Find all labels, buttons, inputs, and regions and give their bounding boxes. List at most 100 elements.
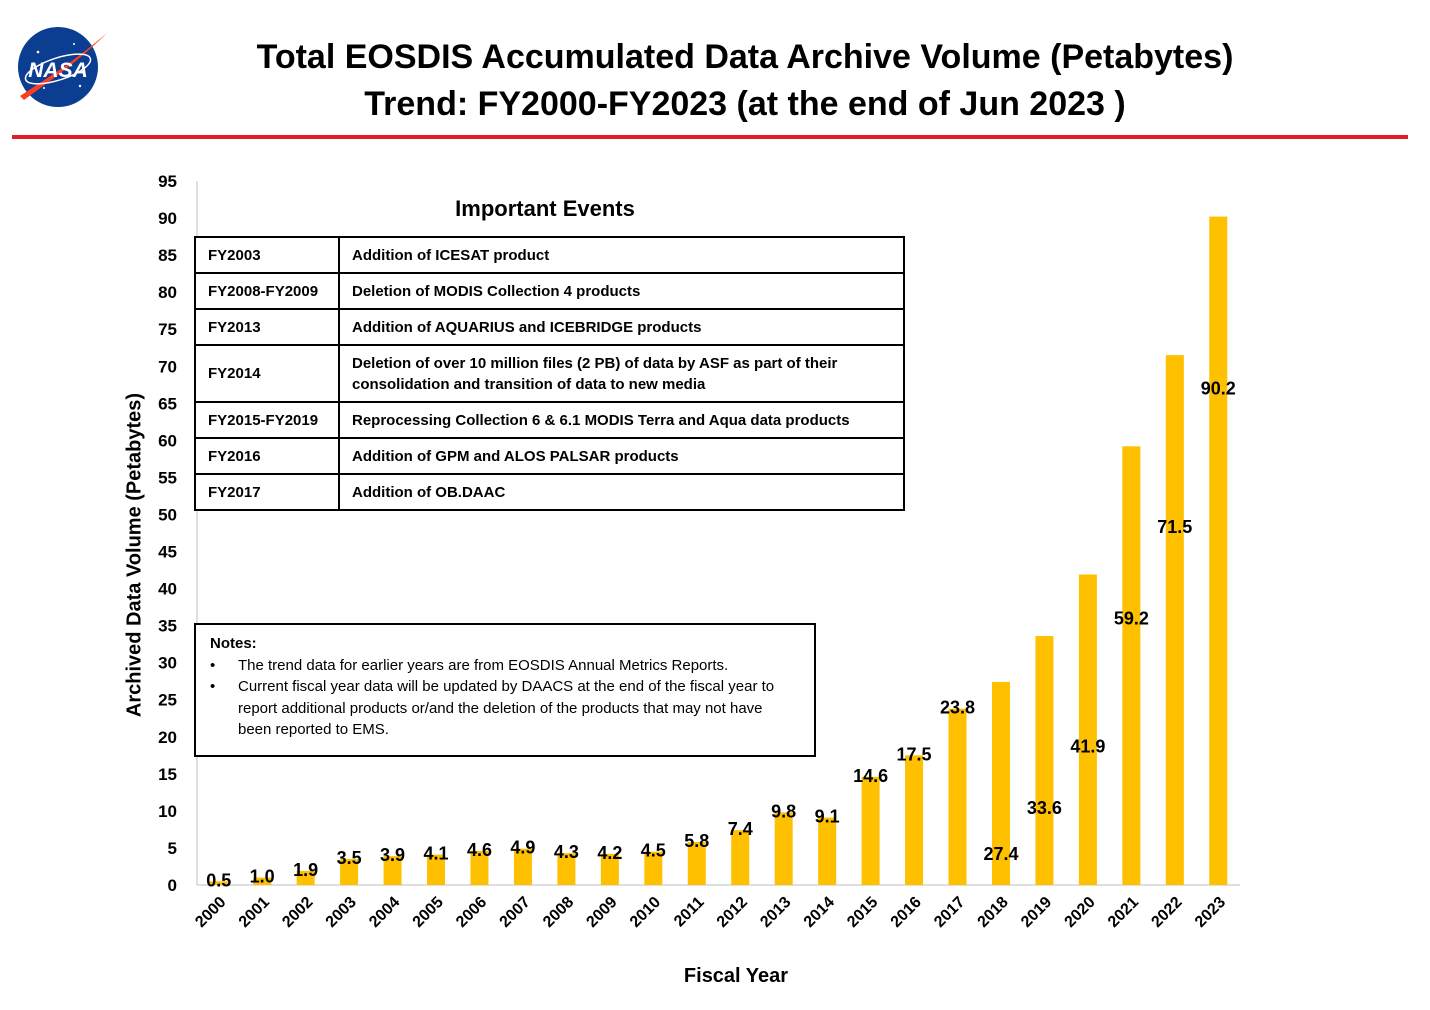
event-year: FY2014 [194,344,340,403]
data-label: 3.5 [337,848,362,868]
title-line-2: Trend: FY2000-FY2023 (at the end of Jun … [364,85,1126,123]
table-row: FY2016 Addition of GPM and ALOS PALSAR p… [194,437,905,475]
y-tick-label: 65 [158,394,177,413]
y-tick-label: 50 [158,505,177,524]
x-tick-label: 2019 [1018,894,1055,931]
data-label: 59.2 [1114,608,1149,628]
data-label: 33.6 [1027,798,1062,818]
bar [600,853,619,885]
event-year: FY2016 [194,437,340,475]
x-tick-label: 2000 [192,894,229,931]
data-label: 5.8 [684,831,709,851]
data-label: 0.5 [206,870,231,890]
notes-box: Notes: The trend data for earlier years … [194,623,816,757]
y-tick-label: 95 [158,172,177,191]
data-label: 3.9 [380,845,405,865]
y-tick-label: 90 [158,209,177,228]
notes-title: Notes: [210,635,257,652]
x-tick-label: 2005 [410,894,447,931]
data-label: 1.0 [250,867,275,887]
x-tick-label: 2013 [757,894,794,931]
events-table: FY2003 Addition of ICESAT product FY2008… [194,236,905,511]
y-tick-label: 75 [158,320,177,339]
x-tick-label: 2017 [931,894,968,931]
y-tick-label: 0 [168,876,177,895]
x-tick-label: 2002 [279,894,316,931]
bar [513,848,532,885]
data-label: 4.1 [424,844,449,864]
data-label: 17.5 [897,744,932,764]
x-tick-label: 2012 [714,894,751,931]
y-tick-label: 85 [158,246,177,265]
x-tick-label: 2010 [627,894,664,931]
y-tick-label: 35 [158,617,177,636]
data-label: 7.4 [728,819,753,839]
bar [427,854,446,885]
x-tick-label: 2003 [323,894,360,931]
data-label: 4.5 [641,841,666,861]
bar [1209,216,1228,885]
event-description: Addition of ICESAT product [338,236,905,274]
bar [1122,446,1141,885]
title-line-1: Total EOSDIS Accumulated Data Archive Vo… [256,38,1234,76]
bar [861,776,880,885]
x-tick-label: 2014 [801,894,838,931]
table-row: FY2017 Addition of OB.DAAC [194,473,905,511]
bar [774,812,793,885]
x-tick-label: 2011 [671,894,708,931]
bar [644,851,663,885]
data-label: 14.6 [853,766,888,786]
bar [731,830,750,885]
event-description: Reprocessing Collection 6 & 6.1 MODIS Te… [338,401,905,439]
event-description: Deletion of MODIS Collection 4 products [338,272,905,310]
nasa-logo: NASA [18,27,108,107]
bar [1165,355,1184,886]
y-tick-label: 80 [158,283,177,302]
events-heading: Important Events [455,196,635,221]
data-label: 4.3 [554,842,579,862]
data-label: 4.6 [467,840,492,860]
x-tick-label: 2007 [497,894,534,931]
x-tick-label: 2021 [1105,894,1142,931]
bar [905,755,924,885]
event-description: Addition of AQUARIUS and ICEBRIDGE produ… [338,308,905,346]
list-item: Current fiscal year data will be updated… [210,676,800,741]
event-description: Deletion of over 10 million files (2 PB)… [338,344,905,403]
x-tick-label: 2001 [236,894,273,931]
data-label: 71.5 [1157,517,1192,537]
bar [1035,636,1054,885]
x-tick-label: 2009 [583,894,620,931]
x-tick-label: 2015 [844,894,881,931]
bar [470,850,489,885]
event-year: FY2015-FY2019 [194,401,340,439]
event-description: Addition of GPM and ALOS PALSAR products [338,437,905,475]
y-tick-label: 40 [158,580,177,599]
x-tick-label: 2022 [1148,894,1185,931]
bar [253,877,272,885]
y-tick-label: 45 [158,543,177,562]
bar [991,681,1010,885]
y-tick-label: 25 [158,691,177,710]
chart-title: Total EOSDIS Accumulated Data Archive Vo… [150,34,1340,128]
x-tick-label: 2008 [540,894,577,931]
data-label: 90.2 [1201,379,1236,399]
data-label: 9.1 [815,807,840,827]
table-row: FY2014 Deletion of over 10 million files… [194,344,905,403]
y-tick-label: 30 [158,654,177,673]
x-tick-label: 2006 [453,894,490,931]
y-tick-label: 70 [158,357,177,376]
bar [383,856,402,885]
data-label: 41.9 [1070,736,1105,756]
y-tick-label: 5 [168,839,177,858]
y-tick-label: 15 [158,765,177,784]
data-label: 4.9 [510,838,535,858]
y-tick-label: 60 [158,431,177,450]
x-tick-label: 2018 [975,894,1012,931]
data-label: 4.2 [597,843,622,863]
data-label: 9.8 [771,801,796,821]
bar [687,842,706,885]
x-axis-label: Fiscal Year [683,965,789,987]
event-year: FY2008-FY2009 [194,272,340,310]
data-label: 27.4 [983,844,1018,864]
